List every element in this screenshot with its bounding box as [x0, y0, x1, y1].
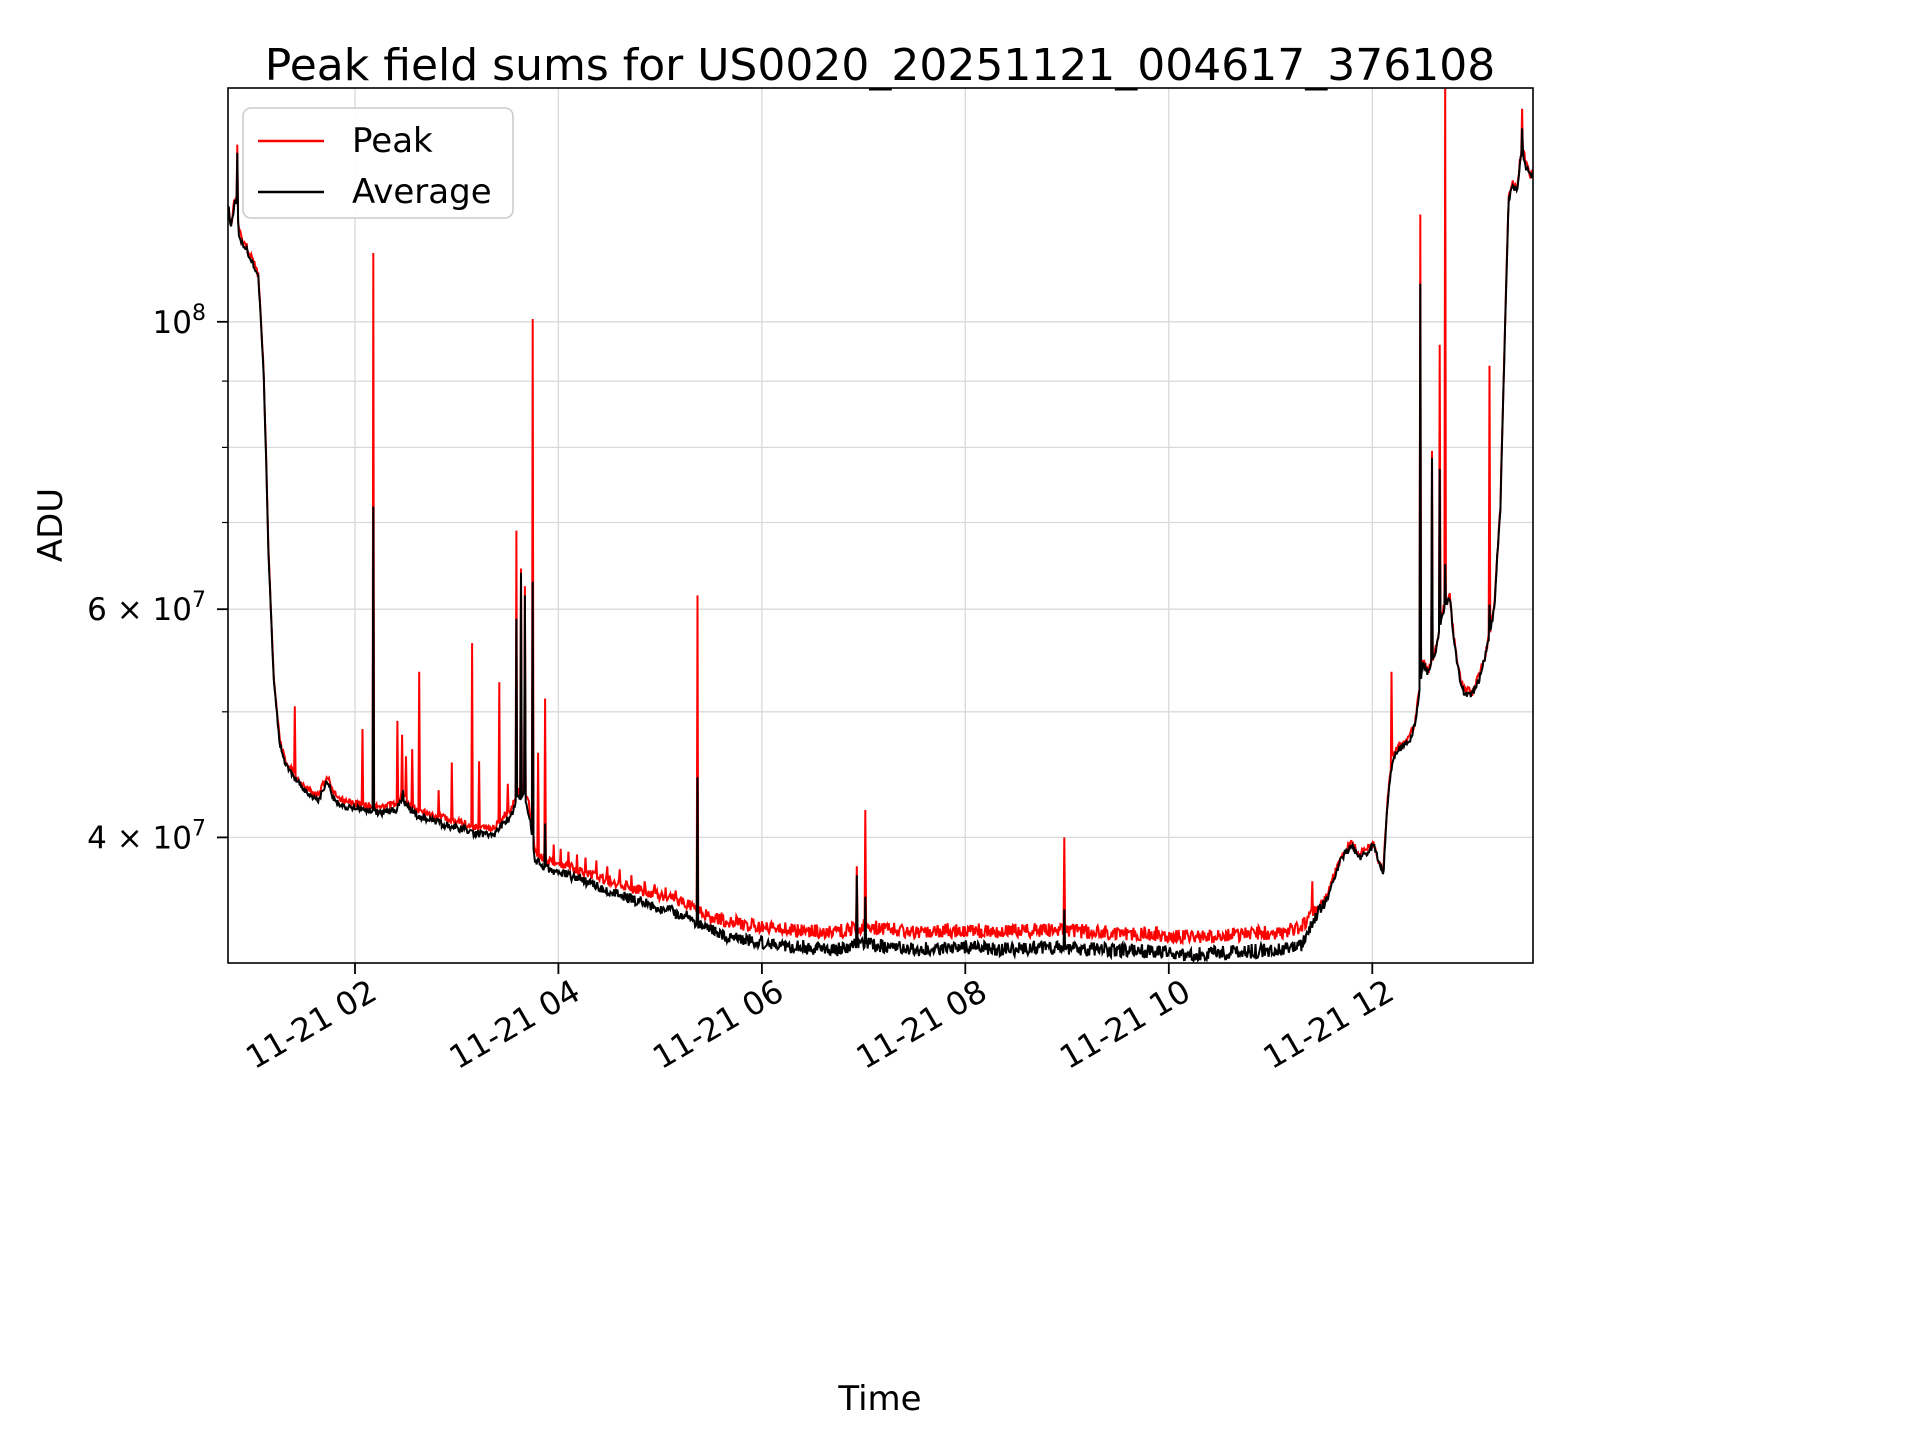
chart-title: Peak field sums for US0020_20251121_0046…	[265, 40, 1495, 91]
plot-background	[228, 88, 1533, 963]
x-axis-label: Time	[837, 1379, 921, 1419]
gridlines	[228, 88, 1533, 963]
legend: Peak Average	[242, 107, 514, 219]
y-tick-label: 108	[153, 301, 206, 341]
series-average	[228, 128, 1533, 963]
axis-ticks	[217, 320, 1374, 974]
legend-box	[242, 107, 514, 219]
series-lines	[228, 88, 1533, 963]
y-axis-label: ADU	[31, 488, 71, 562]
legend-label-peak: Peak	[352, 121, 433, 161]
legend-label-average: Average	[352, 172, 492, 212]
y-tick-label: 4 × 107	[87, 816, 206, 856]
plot-border	[227, 87, 1534, 964]
y-tick-label: 6 × 107	[87, 588, 206, 628]
y-tick-labels: 108 6 × 107 4 × 107	[87, 301, 206, 857]
